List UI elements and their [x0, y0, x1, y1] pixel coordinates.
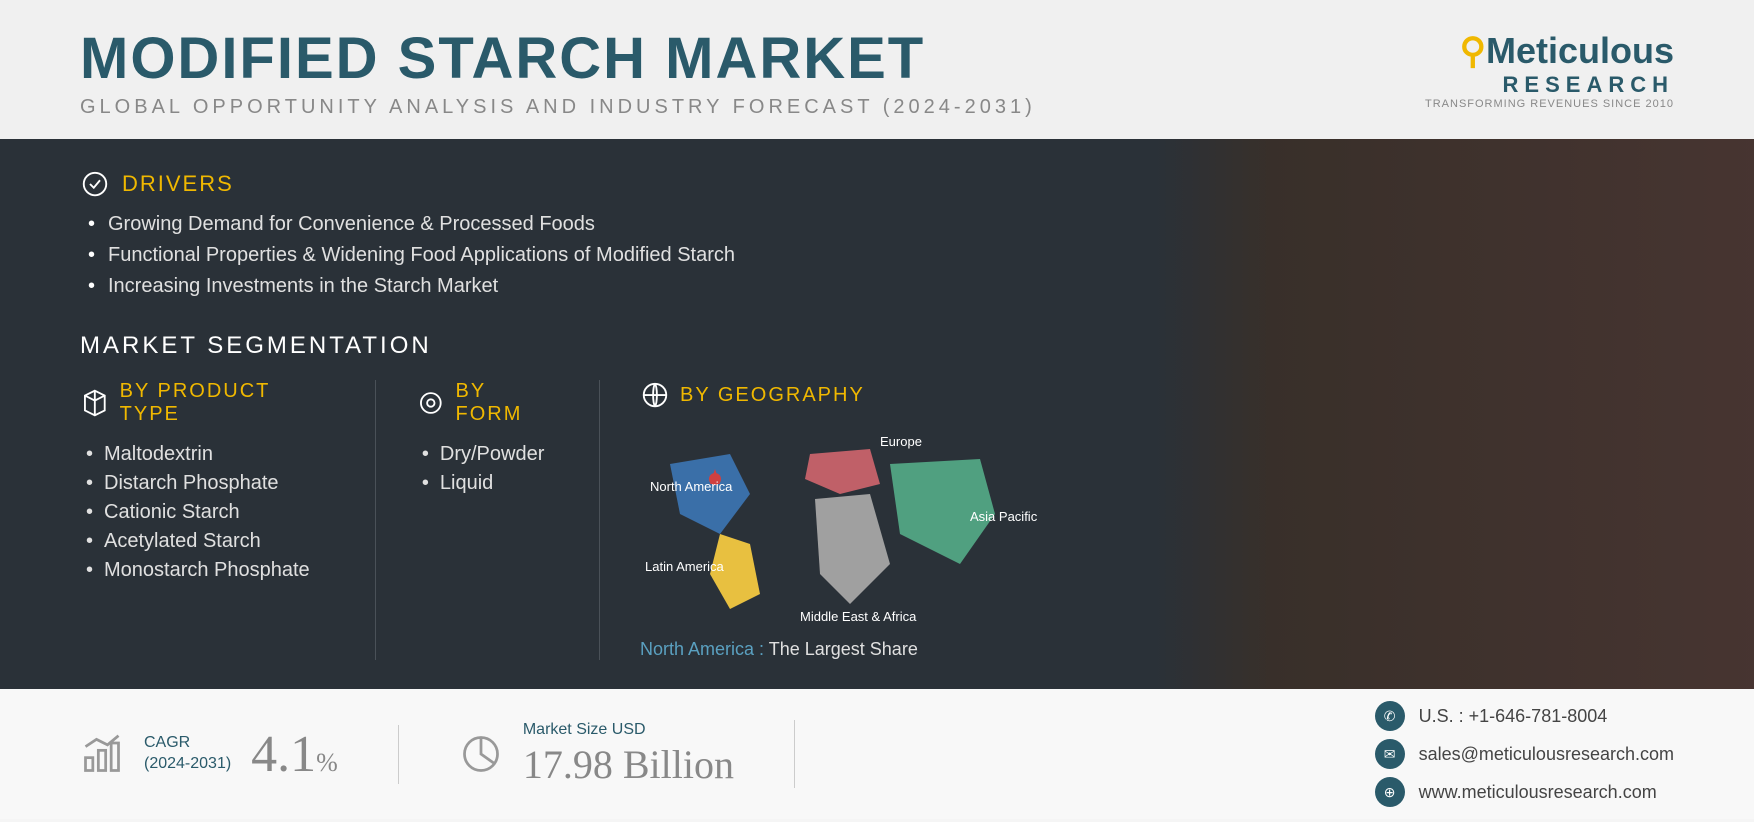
web-icon: ⊕	[1375, 777, 1405, 807]
logo-tagline: TRANSFORMING REVENUES SINCE 2010	[1425, 98, 1674, 110]
seg-col-form: BY FORM Dry/Powder Liquid	[416, 380, 600, 660]
cagr-label: CAGR	[144, 733, 231, 754]
page-subtitle: GLOBAL OPPORTUNITY ANALYSIS AND INDUSTRY…	[80, 96, 1036, 119]
seg-col-title: BY GEOGRAPHY	[680, 384, 865, 407]
title-block: MODIFIED STARCH MARKET GLOBAL OPPORTUNIT…	[80, 30, 1036, 119]
page-title: MODIFIED STARCH MARKET	[80, 30, 1036, 88]
cagr-period: (2024-2031)	[144, 754, 231, 775]
footer-bar: CAGR (2024-2031) 4.1% Market Size USD 17…	[0, 689, 1754, 819]
contact-block: ✆ U.S. : +1-646-781-8004 ✉ sales@meticul…	[1375, 701, 1674, 807]
contact-web: www.meticulousresearch.com	[1419, 782, 1657, 803]
market-size-label: Market Size USD	[523, 720, 734, 741]
seg-item: Distarch Phosphate	[80, 469, 335, 498]
driver-item: Increasing Investments in the Starch Mar…	[80, 271, 1080, 302]
driver-item: Growing Demand for Convenience & Process…	[80, 209, 1080, 240]
brand-logo: ⚲Meticulous RESEARCH TRANSFORMING REVENU…	[1425, 30, 1674, 110]
seg-col-geography: BY GEOGRAPHY North America	[640, 380, 1080, 660]
contact-email: sales@meticulousresearch.com	[1419, 744, 1674, 765]
logo-primary: Meticulous	[1486, 30, 1674, 71]
seg-col-title: BY PRODUCT TYPE	[120, 380, 335, 426]
cagr-unit: %	[316, 748, 338, 777]
world-map: North America Europe Latin America Asia …	[640, 424, 1040, 660]
drivers-list: Growing Demand for Convenience & Process…	[80, 209, 1080, 302]
map-label: Middle East & Africa	[800, 609, 916, 624]
market-size-value: 17.98 Billion	[523, 741, 734, 788]
cube-icon	[80, 388, 110, 418]
cagr-value: 4.1	[251, 726, 316, 783]
map-label: Asia Pacific	[970, 509, 1037, 524]
barchart-icon	[80, 732, 124, 776]
map-label: Latin America	[645, 559, 724, 574]
piechart-icon	[459, 732, 503, 776]
seg-item: Monostarch Phosphate	[80, 556, 335, 585]
driver-item: Functional Properties & Widening Food Ap…	[80, 240, 1080, 271]
gear-icon	[416, 388, 446, 418]
content-panel: DRIVERS Growing Demand for Convenience &…	[0, 139, 1754, 689]
phone-icon: ✆	[1375, 701, 1405, 731]
map-caption: North America : The Largest Share	[640, 639, 1040, 660]
map-label: North America	[650, 479, 732, 494]
globe-icon	[640, 380, 670, 410]
stat-market-size: Market Size USD 17.98 Billion	[459, 720, 795, 788]
seg-item: Cationic Starch	[80, 498, 335, 527]
drivers-heading: DRIVERS	[80, 169, 1080, 199]
header-bar: MODIFIED STARCH MARKET GLOBAL OPPORTUNIT…	[0, 0, 1754, 139]
segmentation-grid: BY PRODUCT TYPE Maltodextrin Distarch Ph…	[80, 380, 1080, 660]
logo-icon: ⚲	[1460, 30, 1486, 71]
logo-secondary: RESEARCH	[1425, 72, 1674, 98]
seg-item: Acetylated Starch	[80, 527, 335, 556]
map-label: Europe	[880, 434, 922, 449]
seg-item: Dry/Powder	[416, 440, 559, 469]
seg-item: Maltodextrin	[80, 440, 335, 469]
seg-col-title: BY FORM	[456, 380, 559, 426]
seg-col-product: BY PRODUCT TYPE Maltodextrin Distarch Ph…	[80, 380, 376, 660]
bg-image-potatoes	[1154, 139, 1754, 689]
contact-phone: U.S. : +1-646-781-8004	[1419, 706, 1608, 727]
stat-cagr: CAGR (2024-2031) 4.1%	[80, 725, 399, 784]
seg-item: Liquid	[416, 469, 559, 498]
map-svg	[640, 424, 1020, 624]
email-icon: ✉	[1375, 739, 1405, 769]
analysis-icon	[80, 169, 110, 199]
segmentation-heading: MARKET SEGMENTATION	[80, 332, 1080, 360]
